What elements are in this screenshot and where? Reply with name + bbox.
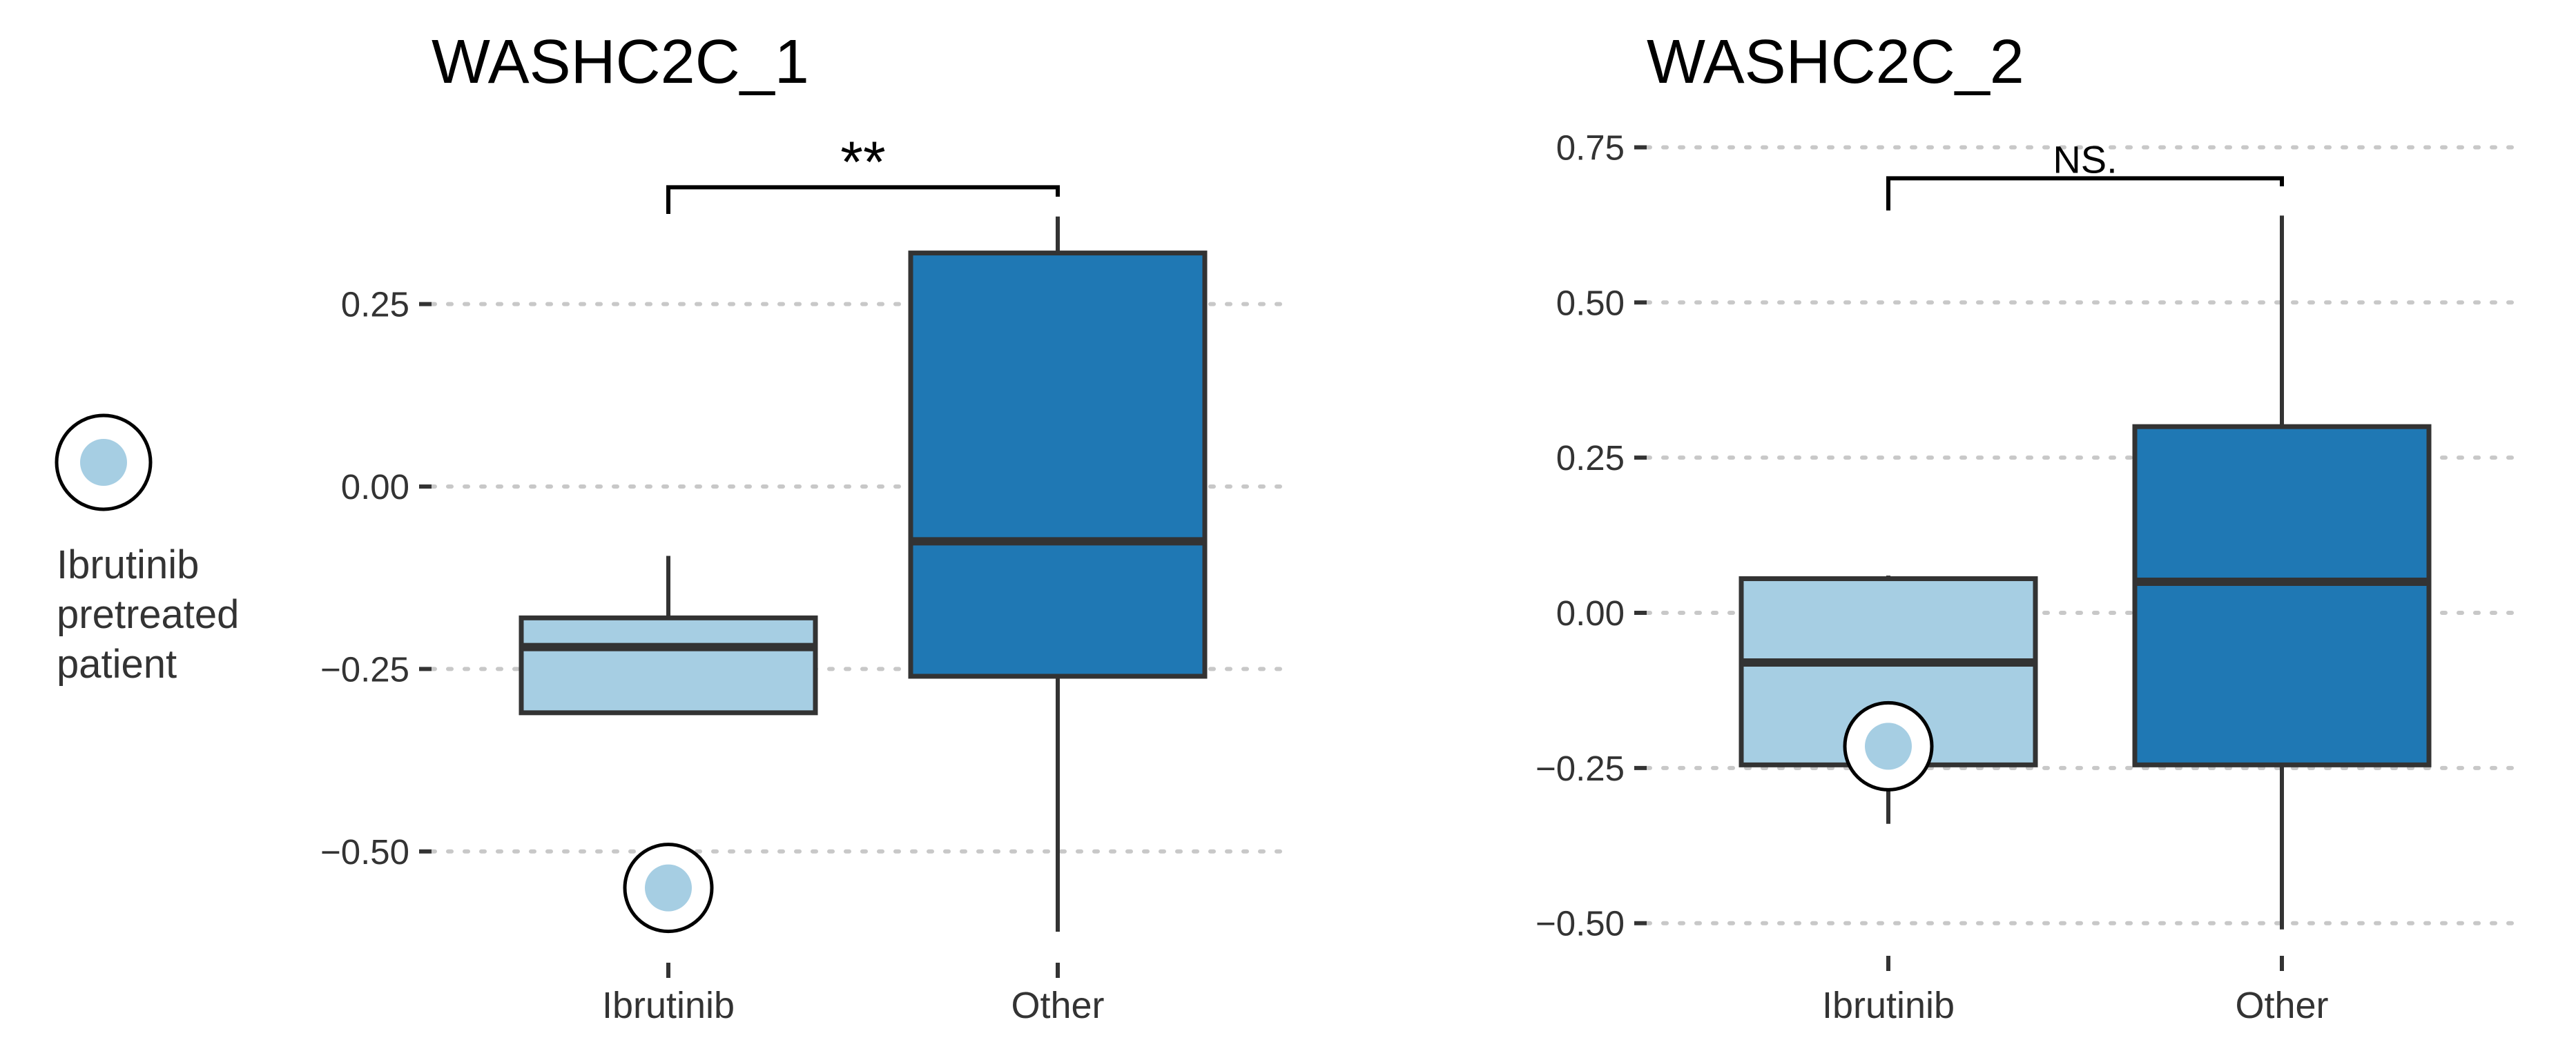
- x-axis: Ibrutinib Other: [1822, 956, 2329, 1026]
- box-ibrutinib: [519, 615, 818, 716]
- y-axis: 0.25 0.00 −0.25 −0.50: [320, 285, 432, 872]
- significance-label: NS.: [2053, 137, 2117, 181]
- chart-title: WASHC2C_2: [1647, 28, 2024, 97]
- boxes: [1739, 215, 2432, 930]
- x-tick-label: Ibrutinib: [1822, 985, 1955, 1026]
- legend-marker-dot: [80, 439, 127, 486]
- significance-line: [666, 185, 1060, 214]
- y-tick-label: 0.50: [1556, 283, 1625, 322]
- boxes: [519, 216, 1208, 932]
- legend: Ibrutinib pretreated patient: [55, 413, 239, 687]
- y-tick-label: −0.25: [1536, 749, 1625, 788]
- y-tick-label: −0.50: [320, 832, 409, 872]
- chart-panel-washc2c-1: WASHC2C_1 0.25 0.00 −0.25 −0.50 ** Ibrutini…: [320, 28, 1290, 1026]
- box-other: [2132, 424, 2432, 767]
- x-tick-label: Ibrutinib: [602, 985, 735, 1026]
- y-tick-label: −0.50: [1536, 904, 1625, 943]
- highlighted-point: [1865, 723, 1912, 770]
- highlighted-points: [1843, 700, 1934, 792]
- significance-bracket: NS.: [1886, 137, 2284, 210]
- legend-label-line-3: patient: [57, 642, 177, 687]
- chart-panel-washc2c-2: WASHC2C_2 0.75 0.50 0.25 0.00 −0.25 −0.50 NS.…: [1536, 28, 2519, 1026]
- x-tick-label: Other: [2235, 985, 2328, 1026]
- x-axis: Ibrutinib Other: [602, 963, 1105, 1026]
- y-axis: 0.75 0.50 0.25 0.00 −0.25 −0.50: [1536, 128, 1647, 943]
- highlighted-point: [645, 864, 692, 912]
- x-tick-label: Other: [1011, 985, 1104, 1026]
- y-tick-label: 0.75: [1556, 128, 1625, 167]
- y-tick-label: 0.25: [1556, 438, 1625, 478]
- significance-line: [1886, 176, 2284, 210]
- highlighted-points: [623, 843, 714, 934]
- legend-label-line-2: pretreated: [57, 592, 239, 637]
- significance-bracket: **: [666, 129, 1060, 214]
- y-tick-label: 0.00: [341, 467, 409, 507]
- y-tick-label: 0.25: [341, 285, 409, 324]
- significance-label: **: [840, 129, 885, 194]
- legend-label-line-1: Ibrutinib: [57, 542, 199, 587]
- y-tick-label: 0.00: [1556, 593, 1625, 633]
- chart-title: WASHC2C_1: [432, 28, 809, 97]
- y-tick-label: −0.25: [320, 649, 409, 689]
- box-other: [908, 251, 1208, 679]
- grid-lines: [1645, 145, 2519, 925]
